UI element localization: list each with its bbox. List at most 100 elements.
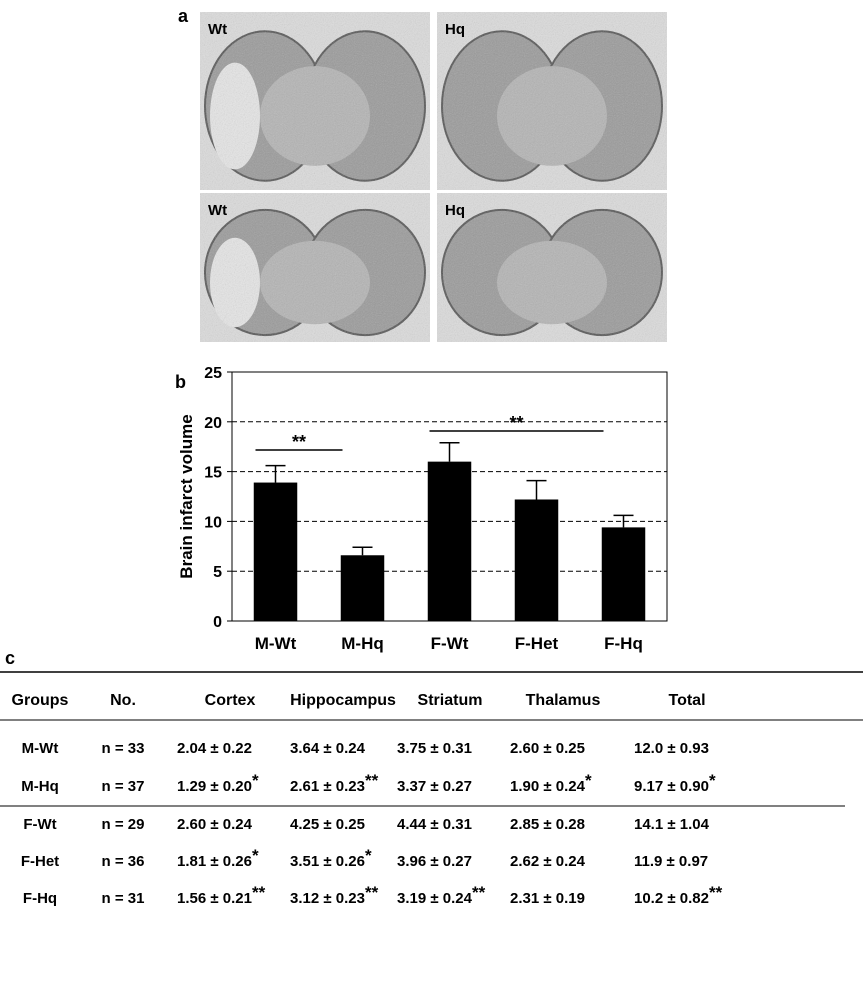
table-cell: 12.0 ± 0.93	[634, 740, 709, 757]
significance-mark: **	[365, 883, 379, 902]
image-label: Hq	[445, 21, 465, 38]
cell-value: 3.96 ± 0.27	[397, 853, 472, 870]
cell-value: 3.75 ± 0.31	[397, 740, 472, 757]
image-grain	[200, 12, 430, 190]
cell-value: 11.9 ± 0.97	[634, 853, 708, 870]
cell-value: 3.19 ± 0.24	[397, 890, 473, 907]
table-cell: n = 33	[102, 740, 145, 757]
table-cell: 2.60 ± 0.24	[177, 816, 253, 833]
table-cell: 2.85 ± 0.28	[510, 816, 585, 833]
cell-value: 3.37 ± 0.27	[397, 778, 472, 795]
significance-mark: *	[252, 846, 259, 865]
y-tick-label: 20	[204, 415, 222, 432]
image-grain	[437, 193, 667, 342]
cell-value: n = 36	[102, 853, 145, 870]
table-cell: 3.37 ± 0.27	[397, 778, 472, 795]
image-grain	[200, 193, 430, 342]
table-cell: F-Hq	[23, 890, 57, 907]
table-cell: 3.19 ± 0.24**	[397, 883, 486, 907]
cell-value: n = 31	[102, 890, 145, 907]
significance-mark: *	[709, 771, 716, 790]
cell-value: F-Wt	[23, 816, 56, 833]
cell-value: 1.29 ± 0.20	[177, 778, 252, 795]
cell-value: 3.64 ± 0.24	[290, 740, 366, 757]
image-label: Wt	[208, 202, 227, 219]
table-cell: 2.62 ± 0.24	[510, 853, 586, 870]
table-cell: 3.51 ± 0.26*	[290, 846, 372, 870]
cell-value: 1.56 ± 0.21	[177, 890, 252, 907]
significance-mark: **	[709, 883, 723, 902]
image-label: Hq	[445, 202, 465, 219]
error-bar	[527, 481, 547, 500]
table-cell: 2.04 ± 0.22	[177, 740, 252, 757]
image-label: Wt	[208, 21, 227, 38]
error-bar	[353, 547, 373, 555]
table-cell: 1.29 ± 0.20*	[177, 771, 259, 795]
cell-value: 10.2 ± 0.82	[634, 890, 709, 907]
x-tick-label: F-Wt	[431, 634, 469, 653]
table-cell: 2.60 ± 0.25	[510, 740, 585, 757]
image-grain	[437, 12, 667, 190]
y-tick-label: 15	[204, 465, 222, 482]
cell-value: 3.51 ± 0.26	[290, 853, 365, 870]
table-cell: F-Het	[21, 853, 59, 870]
cell-value: F-Het	[21, 853, 59, 870]
table-cell: M-Hq	[21, 778, 59, 795]
x-tick-label: M-Wt	[255, 634, 297, 653]
table-header: No.	[110, 692, 136, 709]
y-tick-label: 0	[213, 614, 222, 631]
table-cell: 14.1 ± 1.04	[634, 816, 710, 833]
significance-label: **	[509, 413, 523, 433]
cell-value: n = 37	[102, 778, 145, 795]
table-cell: 1.81 ± 0.26*	[177, 846, 259, 870]
table-header: Hippocampus	[290, 692, 396, 709]
table-header: Thalamus	[526, 692, 601, 709]
y-tick-label: 10	[204, 514, 222, 531]
significance-mark: *	[585, 771, 592, 790]
table-cell: 4.44 ± 0.31	[397, 816, 472, 833]
table-cell: 3.64 ± 0.24	[290, 740, 366, 757]
table-cell: 1.90 ± 0.24*	[510, 771, 592, 795]
y-tick-label: 5	[213, 564, 222, 581]
cell-value: 14.1 ± 1.04	[634, 816, 710, 833]
table-cell: n = 36	[102, 853, 145, 870]
cell-value: 1.90 ± 0.24	[510, 778, 586, 795]
table-cell: n = 29	[102, 816, 145, 833]
x-tick-label: M-Hq	[341, 634, 383, 653]
table-cell: n = 37	[102, 778, 145, 795]
cell-value: 3.12 ± 0.23	[290, 890, 365, 907]
significance-mark: *	[365, 846, 372, 865]
table-cell: 4.25 ± 0.25	[290, 816, 365, 833]
cell-value: 4.44 ± 0.31	[397, 816, 472, 833]
significance-mark: *	[252, 771, 259, 790]
error-bar	[440, 443, 460, 462]
cell-value: 2.62 ± 0.24	[510, 853, 586, 870]
table-header: Cortex	[205, 692, 256, 709]
figure: a b c WtHqWtHq0510152025Brain infarct vo…	[0, 0, 863, 977]
cell-value: 2.31 ± 0.19	[510, 890, 585, 907]
cell-value: 2.04 ± 0.22	[177, 740, 252, 757]
panel-label: a	[178, 6, 189, 26]
y-axis-label: Brain infarct volume	[177, 414, 196, 578]
significance-mark: **	[365, 771, 379, 790]
error-bar	[266, 466, 286, 483]
bar	[341, 555, 385, 621]
cell-value: F-Hq	[23, 890, 57, 907]
table-cell: 3.75 ± 0.31	[397, 740, 472, 757]
significance-mark: **	[252, 883, 266, 902]
table-cell: 3.12 ± 0.23**	[290, 883, 379, 907]
panel-label: c	[5, 648, 15, 668]
bar	[515, 499, 559, 621]
cell-value: 2.60 ± 0.24	[177, 816, 253, 833]
significance-label: **	[292, 432, 306, 452]
cell-value: n = 33	[102, 740, 145, 757]
cell-value: 1.81 ± 0.26	[177, 853, 252, 870]
cell-value: 2.60 ± 0.25	[510, 740, 585, 757]
table-cell: 2.61 ± 0.23**	[290, 771, 379, 795]
cell-value: n = 29	[102, 816, 145, 833]
cell-value: 12.0 ± 0.93	[634, 740, 709, 757]
cell-value: 4.25 ± 0.25	[290, 816, 365, 833]
cell-value: 2.61 ± 0.23	[290, 778, 365, 795]
table-header: Groups	[12, 692, 69, 709]
y-tick-label: 25	[204, 365, 222, 382]
